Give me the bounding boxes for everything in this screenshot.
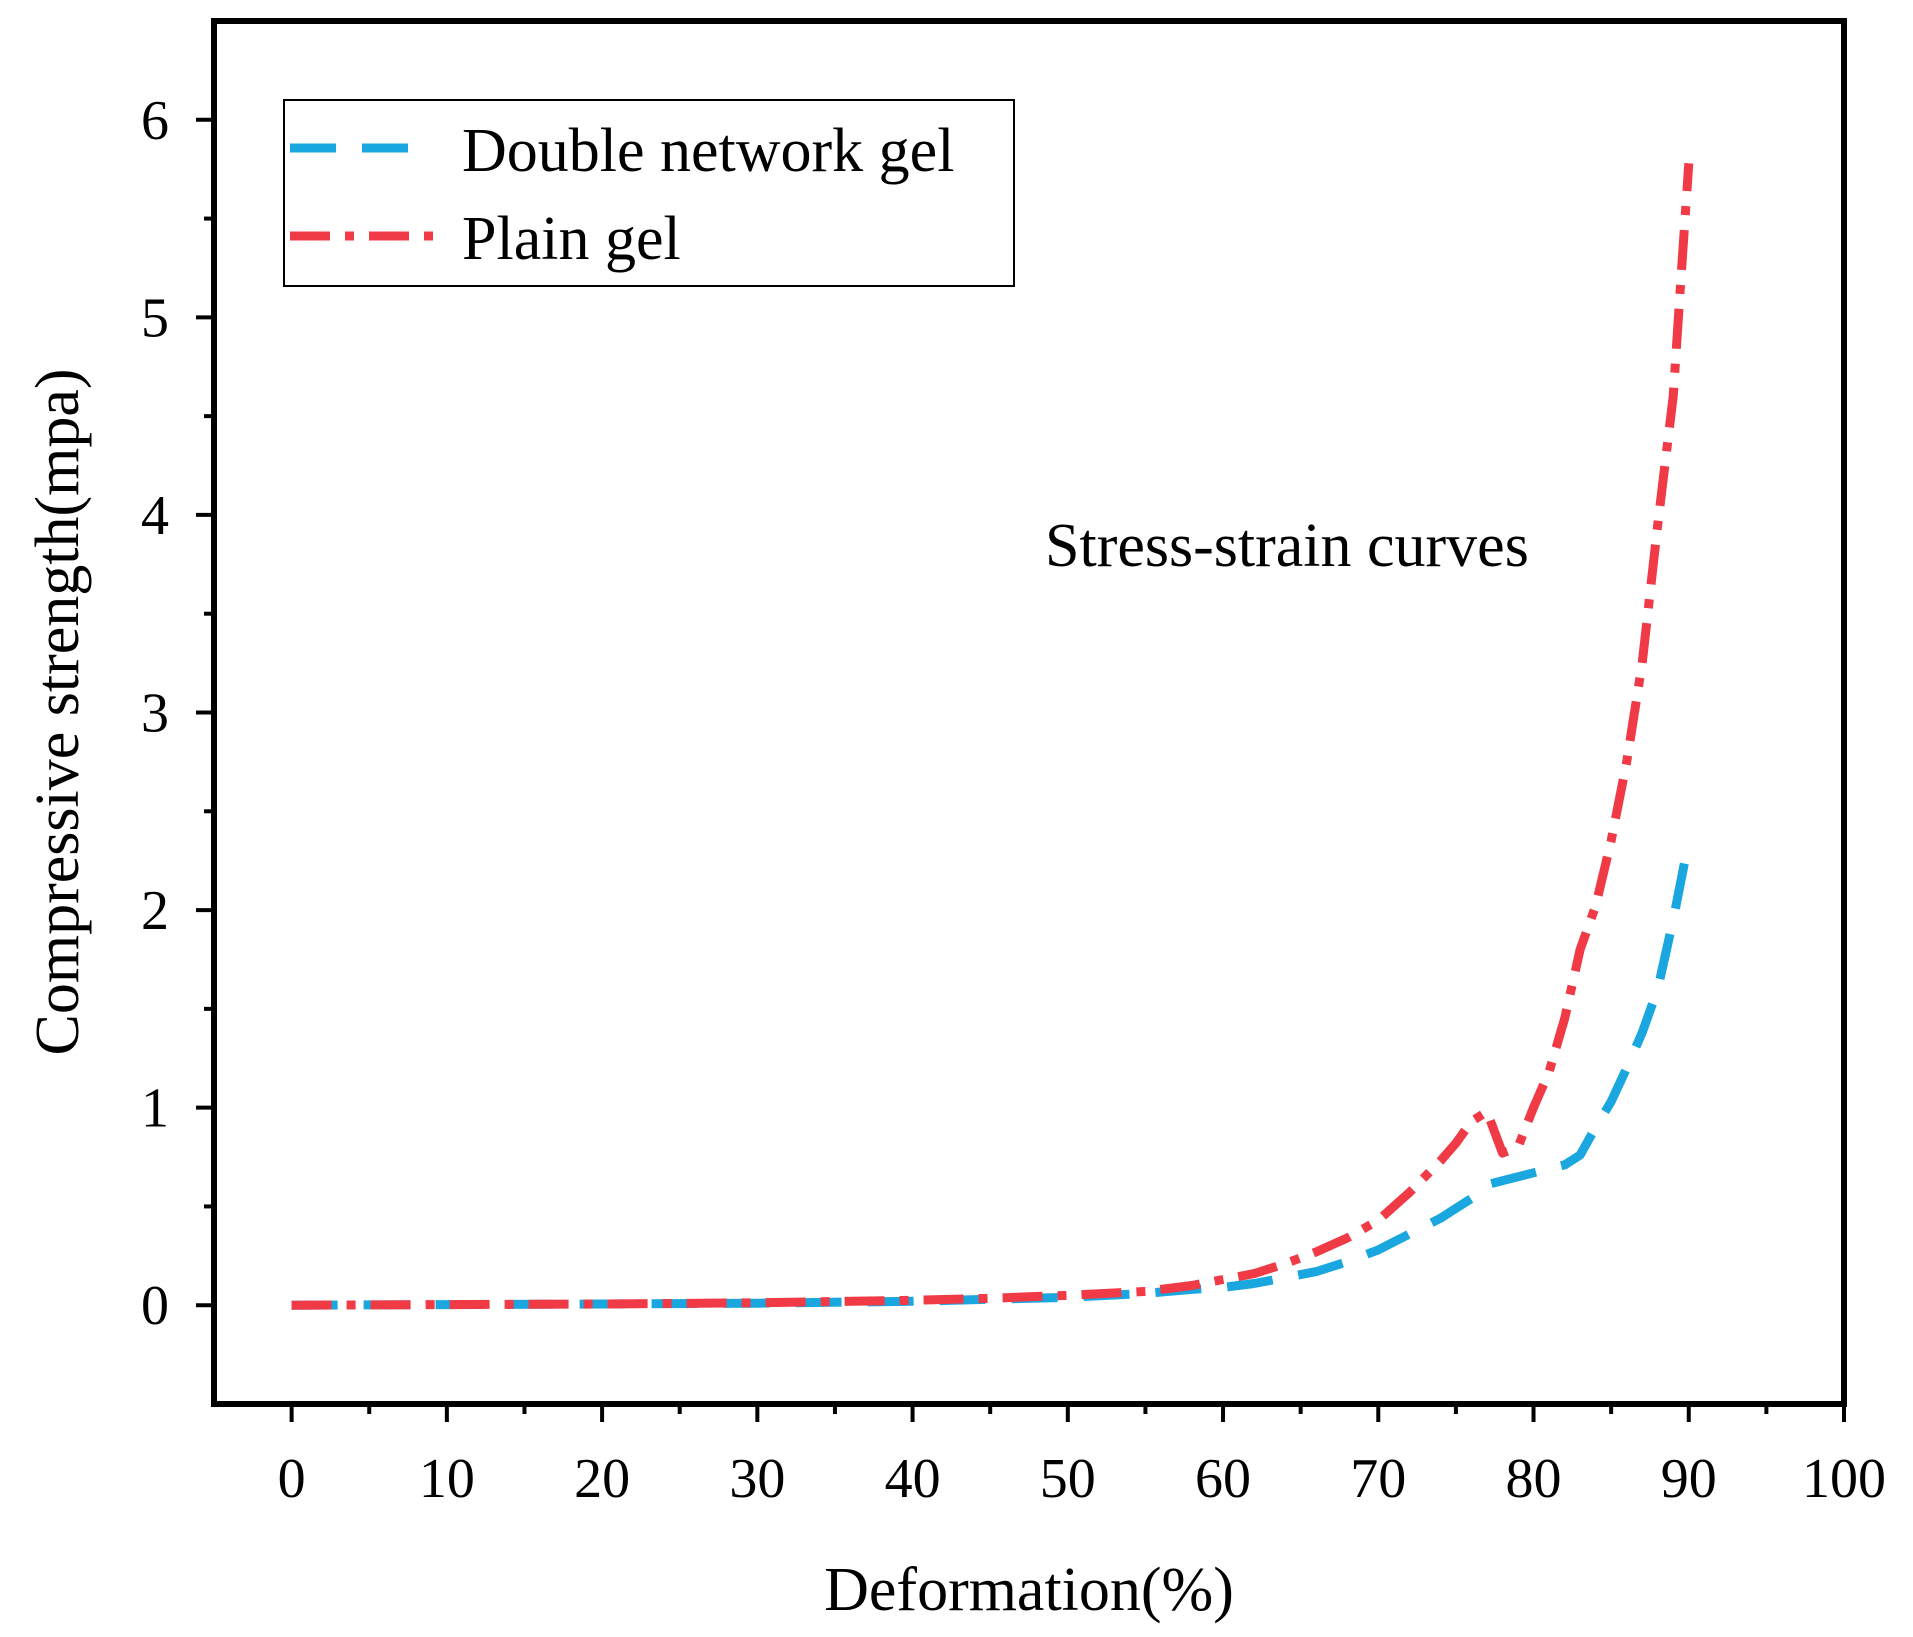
x-tick-label: 20 bbox=[574, 1448, 630, 1510]
plot-area: 0 10 20 30 40 50 60 70 80 90 100 0 1 2 3 4 5 6 bbox=[141, 18, 1886, 1510]
x-axis-ticks: 0 10 20 30 40 50 60 70 80 90 100 bbox=[278, 1404, 1886, 1510]
y-tick-label: 4 bbox=[141, 485, 169, 547]
x-tick-label: 50 bbox=[1040, 1448, 1096, 1510]
x-tick-label: 90 bbox=[1661, 1448, 1717, 1510]
legend-label-plain-gel: Plain gel bbox=[462, 205, 681, 273]
x-tick-label: 30 bbox=[729, 1448, 785, 1510]
y-axis-ticks: 0 1 2 3 4 5 6 bbox=[141, 90, 214, 1337]
y-tick-label: 1 bbox=[141, 1078, 169, 1140]
x-tick-label: 60 bbox=[1195, 1448, 1251, 1510]
y-tick-label: 2 bbox=[141, 880, 169, 942]
y-axis-title: Compressive strength(mpa) bbox=[24, 368, 92, 1055]
y-tick-label: 3 bbox=[141, 683, 169, 745]
legend-box bbox=[283, 99, 1015, 287]
annotation-label: Stress-strain curves bbox=[1045, 512, 1529, 580]
y-tick-label: 5 bbox=[141, 287, 169, 349]
series-line-double-network-gel bbox=[291, 840, 1694, 1310]
x-tick-label: 0 bbox=[278, 1448, 306, 1510]
x-tick-label: 40 bbox=[885, 1448, 941, 1510]
x-axis-title: Deformation(%) bbox=[824, 1556, 1234, 1624]
legend-label-double-network: Double network gel bbox=[462, 117, 954, 185]
y-tick-label: 0 bbox=[141, 1275, 169, 1337]
x-tick-label: 80 bbox=[1506, 1448, 1562, 1510]
x-tick-label: 10 bbox=[419, 1448, 475, 1510]
series-layer bbox=[291, 162, 1694, 1310]
y-tick-label: 6 bbox=[141, 90, 169, 152]
x-tick-label: 100 bbox=[1802, 1448, 1886, 1510]
series-line-plain-gel bbox=[291, 162, 1694, 1310]
legend: Double network gel Plain gel bbox=[283, 99, 1015, 287]
x-tick-label: 70 bbox=[1350, 1448, 1406, 1510]
